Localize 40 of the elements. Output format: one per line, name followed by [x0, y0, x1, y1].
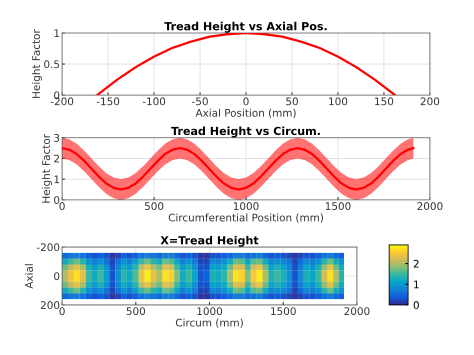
color-bar-label: 0 [414, 301, 419, 310]
line-series [62, 146, 414, 191]
x-tick-label: 150 [375, 97, 394, 106]
y-tick-label: 0 [54, 272, 60, 280]
x-tick-label: 0 [243, 97, 249, 106]
x-tick-label: 1000 [234, 202, 259, 210]
x-tick-label: -50 [192, 97, 208, 106]
y-tick-label: 1 [54, 176, 60, 184]
x-tick-label: 2000 [417, 202, 442, 210]
y-axis-title: Height Factor [32, 29, 42, 98]
y-tick-label: 1 [54, 29, 60, 37]
x-tick-label: -150 [96, 97, 120, 106]
x-tick-label: 1500 [326, 202, 351, 210]
chart-title: X=Tread Height [160, 236, 258, 247]
chart-title: Tread Height vs Circum. [171, 126, 320, 138]
y-tick-label: 0 [54, 196, 60, 204]
x-tick-label: 100 [329, 97, 348, 106]
y-tick-label: 2 [54, 154, 59, 162]
x-axis-title: Axial Position (mm) [196, 108, 296, 118]
y-tick-label: -200 [36, 243, 60, 252]
x-tick-label: 50 [286, 97, 298, 106]
x-tick-label: 500 [144, 202, 164, 210]
y-tick-label: 200 [40, 301, 60, 310]
y-tick-label: 3 [54, 134, 60, 142]
x-tick-label: -100 [142, 97, 166, 106]
x-tick-label: 1000 [197, 307, 222, 316]
color-bar-label: 2 [414, 260, 419, 268]
y-tick-label: 0 [54, 91, 60, 100]
x-tick-label: 1500 [271, 307, 296, 316]
x-tick-label: 200 [420, 97, 440, 106]
x-axis-title: Circumferential Position (mm) [168, 213, 323, 223]
y-axis-title: Axial [24, 264, 33, 289]
x-tick-label: 500 [126, 307, 146, 316]
x-axis-title: Circum (mm) [176, 318, 243, 328]
y-tick-label: 0.5 [44, 60, 60, 68]
y-axis-title: Height Factor [42, 134, 52, 203]
chart-title: Tread Height vs Axial Pos. [164, 22, 327, 33]
color-bar-label: 1 [414, 280, 419, 288]
line-series [96, 33, 396, 96]
x-tick-label: 2000 [344, 307, 370, 316]
